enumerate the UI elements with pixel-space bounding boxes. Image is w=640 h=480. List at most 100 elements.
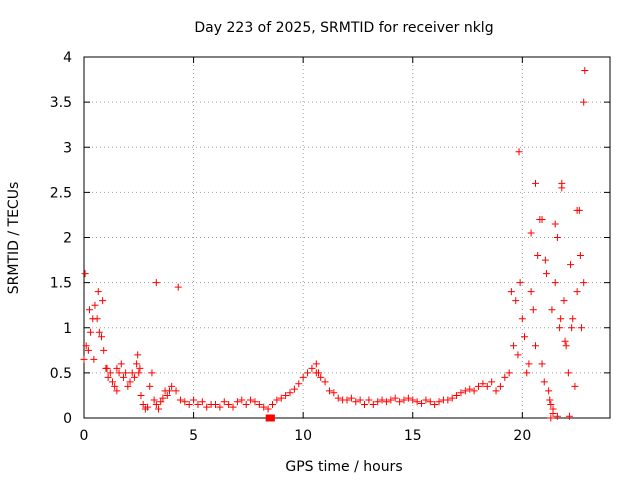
data-point [576, 252, 584, 260]
grid [84, 57, 610, 418]
chart-title: Day 223 of 2025, SRMTID for receiver nkl… [194, 20, 493, 36]
data-point [85, 306, 93, 314]
data-point [347, 394, 355, 402]
data-point [233, 398, 241, 406]
data-point [529, 306, 537, 314]
data-point [457, 389, 465, 397]
data-point [571, 382, 579, 390]
data-point [531, 342, 539, 350]
y-tick-label: 1 [63, 321, 72, 337]
data-point [516, 279, 524, 287]
data-point [470, 387, 478, 395]
data-point [418, 400, 426, 408]
data-point [435, 398, 443, 406]
data-point [565, 412, 573, 420]
data-point [453, 391, 461, 399]
y-tick-label: 2.5 [50, 185, 72, 201]
data-point [547, 400, 555, 408]
data-point [365, 396, 373, 404]
data-point [546, 396, 554, 404]
data-point [299, 373, 307, 381]
data-point [317, 373, 325, 381]
data-point [466, 385, 474, 393]
data-point [556, 324, 564, 332]
data-point [534, 252, 542, 260]
data-point [128, 369, 136, 377]
data-point [564, 369, 572, 377]
data-point [159, 394, 167, 402]
data-point [122, 369, 130, 377]
data-point [578, 324, 586, 332]
data-point [155, 405, 163, 413]
data-point [562, 342, 570, 350]
data-point [510, 342, 518, 350]
data-point [448, 394, 456, 402]
data-point [396, 398, 404, 406]
data-point [91, 301, 99, 309]
data-point [431, 400, 439, 408]
data-point [80, 355, 88, 363]
data-point [282, 391, 290, 399]
data-point [573, 206, 581, 214]
data-point [135, 369, 143, 377]
data-point [95, 328, 103, 336]
data-point [558, 179, 566, 187]
data-point [136, 364, 144, 372]
data-point [461, 387, 469, 395]
square-marker [267, 414, 275, 422]
data-point [569, 315, 577, 323]
data-point [312, 360, 320, 368]
data-point [181, 398, 189, 406]
y-tick-label: 2 [63, 231, 72, 247]
data-point [400, 396, 408, 404]
data-point [308, 364, 316, 372]
data-point [168, 382, 176, 390]
data-point [126, 378, 134, 386]
data-point [580, 279, 588, 287]
data-point [295, 380, 303, 388]
data-point [538, 360, 546, 368]
data-point [527, 229, 535, 237]
data-point [103, 364, 111, 372]
y-tick-label: 0.5 [50, 366, 72, 382]
x-tick-label: 15 [404, 428, 422, 444]
data-point [557, 315, 565, 323]
data-point [130, 373, 138, 381]
data-point [286, 389, 294, 397]
data-point [525, 360, 533, 368]
data-point [505, 369, 513, 377]
data-point [134, 351, 142, 359]
data-point [547, 414, 555, 422]
data-point [220, 398, 228, 406]
data-point [356, 396, 364, 404]
data-point [538, 215, 546, 223]
data-point [255, 400, 263, 408]
data-point [567, 261, 575, 269]
data-point [343, 396, 351, 404]
x-tick-label: 10 [294, 428, 312, 444]
data-point [507, 288, 515, 296]
data-point [225, 400, 233, 408]
data-point [98, 333, 106, 341]
data-point [501, 373, 509, 381]
data-points [80, 67, 589, 422]
data-point [361, 400, 369, 408]
data-point [315, 369, 323, 377]
data-point [260, 403, 268, 411]
data-point [119, 373, 127, 381]
data-point [190, 396, 198, 404]
data-point [152, 400, 160, 408]
data-point [106, 369, 114, 377]
data-point [124, 382, 132, 390]
y-tick-label: 3.5 [50, 95, 72, 111]
data-point [514, 351, 522, 359]
data-point [479, 380, 487, 388]
data-point [148, 369, 156, 377]
y-tick-label: 0 [63, 411, 72, 427]
data-point [99, 297, 107, 305]
y-tick-label: 3 [63, 140, 72, 156]
data-point [194, 400, 202, 408]
data-point [352, 398, 360, 406]
data-point [150, 396, 158, 404]
data-point [273, 396, 281, 404]
